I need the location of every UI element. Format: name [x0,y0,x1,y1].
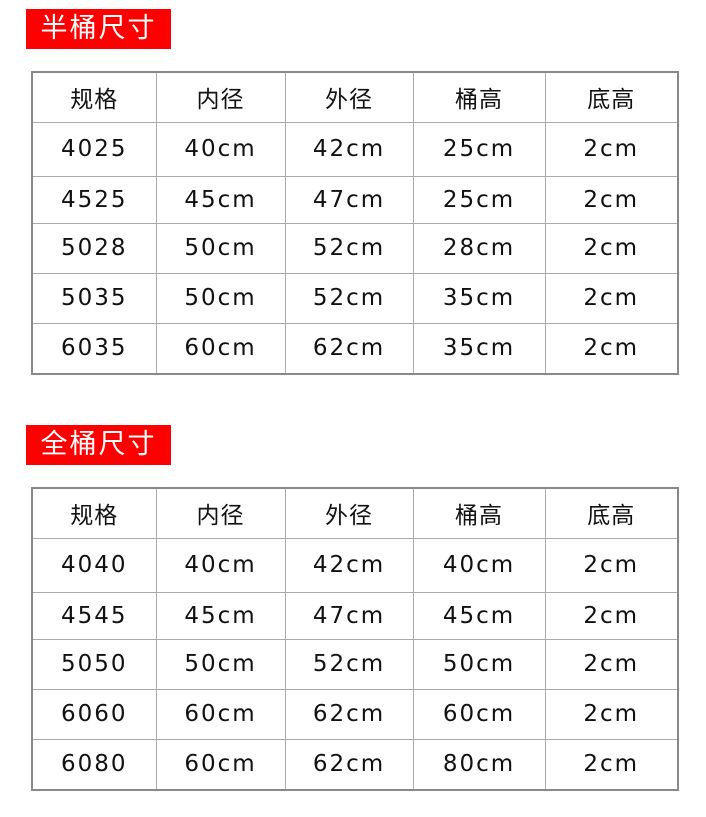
table-cell: 60cm [155,738,286,791]
table-cell: 50cm [155,222,286,274]
column-header: 底高 [544,487,679,539]
table-cell: 2cm [544,272,679,324]
full-bucket-size-title: 全桶尺寸 [26,425,171,465]
table-cell: 6060 [31,688,157,740]
column-header: 外径 [284,487,414,539]
table-cell: 40cm [412,537,546,593]
table-cell: 47cm [284,175,414,224]
table-cell: 52cm [284,638,414,690]
table-cell: 60cm [155,322,286,375]
half-bucket-size-table: 规格 内径 外径 桶高 底高 4025 40cm 42cm 25cm 2cm 4525 45cm 47c… [31,71,679,375]
column-header: 内径 [155,71,286,123]
table-cell: 4545 [31,591,157,640]
table-cell: 28cm [412,222,546,274]
full-bucket-size-table: 规格 内径 外径 桶高 底高 4040 40cm 42cm 40cm 2cm 4545 45cm 47c… [31,487,679,791]
column-header: 外径 [284,71,414,123]
table-row: 4525 45cm 47cm 25cm 2cm [31,175,679,224]
table-cell: 52cm [284,272,414,324]
column-header: 桶高 [412,71,546,123]
table-cell: 62cm [284,322,414,375]
table-cell: 47cm [284,591,414,640]
table-cell: 2cm [544,591,679,640]
table-cell: 40cm [155,537,286,593]
table-cell: 4525 [31,175,157,224]
table-cell: 6080 [31,738,157,791]
table-cell: 60cm [412,688,546,740]
table-cell: 5028 [31,222,157,274]
column-header: 内径 [155,487,286,539]
table-cell: 6035 [31,322,157,375]
table-cell: 35cm [412,322,546,375]
column-header: 规格 [31,71,157,123]
column-header: 底高 [544,71,679,123]
table-cell: 2cm [544,638,679,690]
table-cell: 45cm [155,175,286,224]
table-cell: 80cm [412,738,546,791]
table-cell: 60cm [155,688,286,740]
table-cell: 62cm [284,738,414,791]
table-row: 6035 60cm 62cm 35cm 2cm [31,322,679,375]
header-row: 规格 内径 外径 桶高 底高 [31,71,679,123]
table-cell: 50cm [155,638,286,690]
table-cell: 4025 [31,121,157,177]
table-cell: 5050 [31,638,157,690]
table-row: 4040 40cm 42cm 40cm 2cm [31,537,679,593]
table-cell: 2cm [544,322,679,375]
table-row: 5028 50cm 52cm 28cm 2cm [31,222,679,274]
table-cell: 2cm [544,688,679,740]
table-cell: 25cm [412,175,546,224]
table-cell: 40cm [155,121,286,177]
table-cell: 45cm [155,591,286,640]
table-cell: 2cm [544,738,679,791]
table-row: 6080 60cm 62cm 80cm 2cm [31,738,679,791]
table-cell: 2cm [544,175,679,224]
table-cell: 4040 [31,537,157,593]
table-cell: 52cm [284,222,414,274]
table-row: 4545 45cm 47cm 45cm 2cm [31,591,679,640]
table-row: 5050 50cm 52cm 50cm 2cm [31,638,679,690]
table-cell: 35cm [412,272,546,324]
table-cell: 2cm [544,222,679,274]
table-cell: 62cm [284,688,414,740]
table-cell: 50cm [412,638,546,690]
table-row: 6060 60cm 62cm 60cm 2cm [31,688,679,740]
table-cell: 50cm [155,272,286,324]
table-row: 5035 50cm 52cm 35cm 2cm [31,272,679,324]
table-cell: 5035 [31,272,157,324]
table-cell: 25cm [412,121,546,177]
half-bucket-size-title: 半桶尺寸 [26,9,171,49]
column-header: 规格 [31,487,157,539]
table-row: 4025 40cm 42cm 25cm 2cm [31,121,679,177]
header-row: 规格 内径 外径 桶高 底高 [31,487,679,539]
table-cell: 2cm [544,121,679,177]
table-cell: 2cm [544,537,679,593]
table-cell: 42cm [284,121,414,177]
table-cell: 42cm [284,537,414,593]
column-header: 桶高 [412,487,546,539]
table-cell: 45cm [412,591,546,640]
